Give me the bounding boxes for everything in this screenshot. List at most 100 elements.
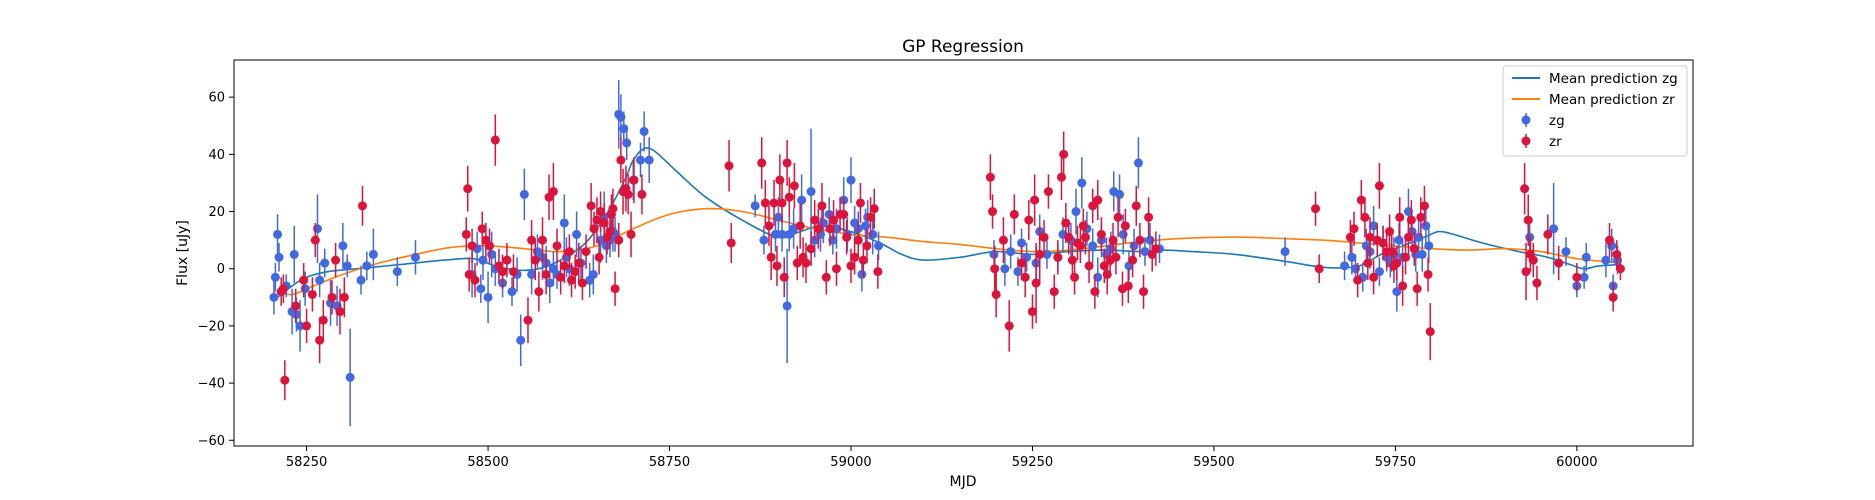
y-tick-label: −60 [198,434,225,449]
zg-point [572,211,582,258]
zr-point [327,280,337,315]
zr-point [1135,222,1145,258]
zr-point [299,263,309,298]
zg-point [1000,251,1010,286]
zr-point [567,263,577,298]
zr-point [866,197,876,238]
zr-point [318,300,328,341]
zr-point [470,263,480,298]
zg-point [1421,208,1431,243]
zr-point [813,208,823,249]
y-tick-label: −20 [198,319,225,334]
zr-point [1096,217,1106,252]
zg-point [750,194,760,218]
zr-point [1030,174,1040,226]
plot-frame [233,59,1694,447]
zr-point [1053,240,1063,275]
chart-title: GP Regression [902,37,1024,57]
zr-point [1043,174,1053,209]
zr-point [586,182,596,229]
zg-point [270,263,280,292]
zr-point [1528,242,1538,278]
zr-point [1412,271,1422,306]
data-points [269,80,1625,426]
zg-point [759,225,769,255]
zg-point [269,280,279,315]
zr-point [464,257,474,292]
legend-zr-marker-icon [1521,134,1531,148]
zr-point [1345,220,1355,255]
zg-point [478,240,488,281]
zg-point [315,263,325,298]
zg-point [588,254,598,295]
zr-point [594,240,604,275]
zr-point [1009,194,1019,235]
zr-point [1144,197,1154,238]
zr-point [552,228,562,264]
zr-point [764,205,774,246]
zr-point [1131,185,1141,226]
zr-point [1123,268,1133,304]
zr-point [782,140,792,186]
zr-point [1398,265,1408,306]
zr-point [1113,197,1123,238]
zr-point [574,242,584,284]
zr-point [839,197,849,232]
zg-point [1006,234,1016,269]
zr-point [991,271,1001,318]
y-axis: −60 −40 −20 0 20 40 60 [198,91,234,449]
zr-point [821,260,831,295]
zr-point [1128,242,1138,278]
zg-point [345,328,355,426]
y-tick-label: 40 [208,148,225,163]
zg-point [295,300,305,352]
zr-point [310,222,320,258]
zr-point [485,228,495,264]
x-axis-label: MJD [950,474,977,490]
legend-label-zr-prediction: Mean prediction zr [1549,92,1675,108]
zg-point [410,240,420,275]
zr-point [605,214,615,249]
zg-point [1601,242,1611,278]
legend-zg-marker-icon [1521,113,1531,127]
zr-point [623,174,633,215]
zr-point [629,157,639,203]
zr-point [490,114,500,166]
zr-point [760,180,770,226]
y-tick-label: −40 [198,377,225,392]
y-axis-label: Flux [uJy] [175,220,191,286]
zr-point [637,174,647,215]
zg-point [639,111,649,152]
zr-point [806,231,816,266]
zr-point [1084,248,1094,284]
zr-point [548,162,558,221]
zr-point [1395,197,1405,238]
zr-point [1120,208,1130,243]
zg-point [516,314,526,366]
zr-point [537,217,547,264]
zr-point [564,234,574,269]
zr-point [508,254,518,289]
zr-point [777,182,787,223]
zg-point [846,157,856,203]
zr-point [523,297,533,344]
zr-point [766,234,776,281]
zr-point [817,182,827,229]
x-tick-label: 58250 [286,455,327,470]
zr-point [985,154,995,201]
zg-point [1133,137,1143,189]
legend-box [1502,65,1688,157]
zr-point [357,185,367,226]
zr-point [1409,231,1419,266]
zr-point [1314,254,1324,284]
zr-point [291,288,301,324]
zr-point [1543,214,1553,255]
zr-point [789,162,799,209]
zg-point [338,222,348,269]
zg-point [320,248,330,278]
zr-point [502,242,512,278]
zr-point [853,222,863,258]
zr-point [850,240,860,275]
zg-point [1077,157,1087,209]
